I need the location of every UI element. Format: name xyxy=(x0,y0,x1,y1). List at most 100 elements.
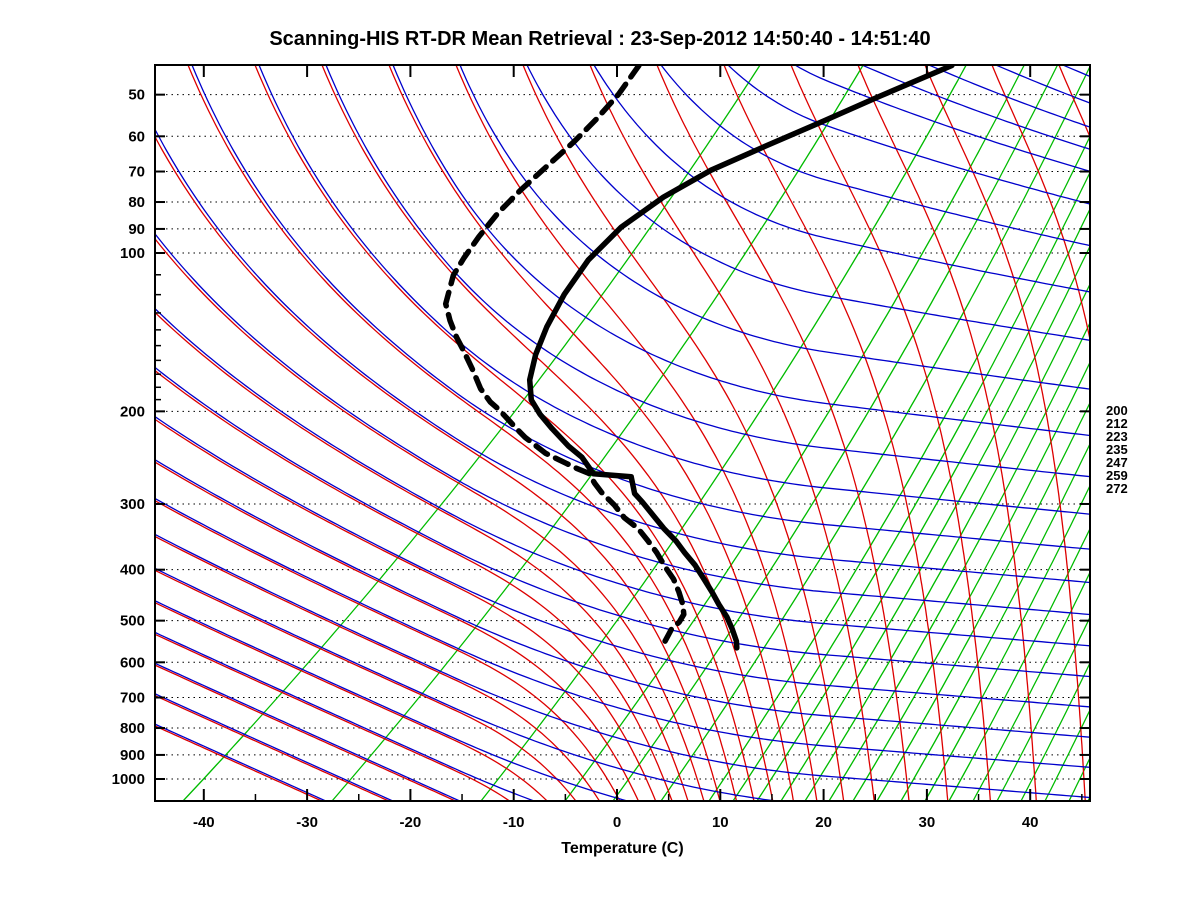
y-tick-label: 800 xyxy=(120,720,145,737)
blue-line xyxy=(155,307,1090,647)
red-line xyxy=(254,65,755,801)
plot-interior xyxy=(155,65,1090,801)
blue-line xyxy=(593,65,1090,293)
red-line xyxy=(187,65,738,801)
x-tick-label: 30 xyxy=(919,814,936,831)
red-line xyxy=(155,461,640,801)
axes: 5060708090100200300400500600700800900100… xyxy=(112,64,1091,831)
x-tick-label: -10 xyxy=(503,814,525,831)
blue-line xyxy=(660,65,1090,247)
green-line xyxy=(331,65,864,801)
blue-line xyxy=(155,366,1090,678)
blue-line xyxy=(861,65,1090,150)
green-isotherm-lines xyxy=(182,65,1090,801)
y-tick-label: 70 xyxy=(128,164,145,181)
y-tick-label: 600 xyxy=(120,654,145,671)
green-line xyxy=(1020,661,1090,801)
green-line xyxy=(660,65,1090,801)
plot-frame xyxy=(154,64,1091,802)
right-edge-label: 247 xyxy=(1106,455,1128,470)
green-line xyxy=(900,442,1090,801)
red-line xyxy=(924,65,1086,801)
blue-line xyxy=(258,65,1090,515)
red-line xyxy=(589,65,875,801)
blue-line xyxy=(155,232,1090,616)
blue-line xyxy=(392,65,1090,437)
red-line xyxy=(723,65,949,801)
green-line xyxy=(924,484,1090,801)
temperature-profile-curve xyxy=(526,65,955,651)
y-tick-label: 90 xyxy=(128,221,145,238)
y-tick-label: 700 xyxy=(120,690,145,707)
y-tick-label: 80 xyxy=(128,194,145,211)
dewpoint-profile-curve xyxy=(442,65,687,644)
y-tick-label: 1000 xyxy=(112,771,145,788)
red-line xyxy=(155,311,689,801)
red-line xyxy=(155,418,657,801)
x-tick-label: 0 xyxy=(613,814,621,831)
blue-line xyxy=(995,65,1090,104)
red-line xyxy=(155,694,391,801)
blue-line xyxy=(155,693,395,801)
blue-line xyxy=(155,567,780,801)
blue-line xyxy=(928,65,1090,128)
red-line xyxy=(1058,65,1090,139)
red-line xyxy=(790,65,992,801)
red-line xyxy=(155,135,721,801)
red-line xyxy=(155,237,705,801)
green-line xyxy=(948,527,1090,801)
y-tick-label: 900 xyxy=(120,747,145,764)
red-line xyxy=(857,65,1037,801)
green-line xyxy=(804,282,1090,801)
blue-line xyxy=(155,600,630,801)
y-tick-label: 100 xyxy=(120,245,145,262)
x-tick-label: -40 xyxy=(193,814,215,831)
blue-line xyxy=(155,533,1090,799)
x-tick-label: 20 xyxy=(815,814,832,831)
green-line xyxy=(612,65,1059,801)
blue-line xyxy=(155,631,536,801)
chart-title: Scanning-HIS RT-DR Mean Retrieval : 23-S… xyxy=(269,28,931,50)
red-line xyxy=(155,633,511,801)
right-edge-annotations: 200 212 223 235 247 259 272 xyxy=(1106,404,1128,495)
green-line xyxy=(756,207,1090,801)
green-line xyxy=(480,65,967,801)
sounding-profiles xyxy=(442,65,955,651)
red-line xyxy=(155,725,324,801)
blue-line xyxy=(155,128,1090,584)
blue-line xyxy=(526,65,1090,341)
blue-line xyxy=(794,65,1090,172)
x-tick-label: 10 xyxy=(712,814,729,831)
right-edge-label: 235 xyxy=(1106,442,1128,457)
blue-line xyxy=(1062,65,1090,78)
x-tick-label: -20 xyxy=(400,814,422,831)
red-line xyxy=(155,569,577,801)
right-edge-label: 272 xyxy=(1106,481,1128,496)
red-line xyxy=(991,65,1090,343)
x-tick-label: -30 xyxy=(296,814,318,831)
red-line xyxy=(155,499,621,801)
blue-line xyxy=(727,65,1090,205)
green-line xyxy=(996,615,1090,801)
y-tick-label: 200 xyxy=(120,403,145,420)
red-line xyxy=(656,65,910,801)
blue-line xyxy=(155,415,1090,708)
y-tick-label: 50 xyxy=(128,87,145,104)
x-axis-label: Temperature (C) xyxy=(561,840,684,857)
blue-line xyxy=(155,458,1090,738)
red-line xyxy=(155,601,549,801)
green-line xyxy=(780,244,1090,801)
y-tick-label: 400 xyxy=(120,562,145,579)
right-edge-label: 259 xyxy=(1106,468,1128,483)
red-line xyxy=(321,65,774,801)
y-tick-label: 300 xyxy=(120,496,145,513)
blue-line xyxy=(155,662,462,801)
red-line xyxy=(388,65,795,801)
green-line xyxy=(828,321,1090,801)
red-line xyxy=(155,664,457,801)
right-edge-label: 200 xyxy=(1106,403,1128,418)
right-edge-label: 223 xyxy=(1106,429,1128,444)
green-line xyxy=(564,65,1025,801)
